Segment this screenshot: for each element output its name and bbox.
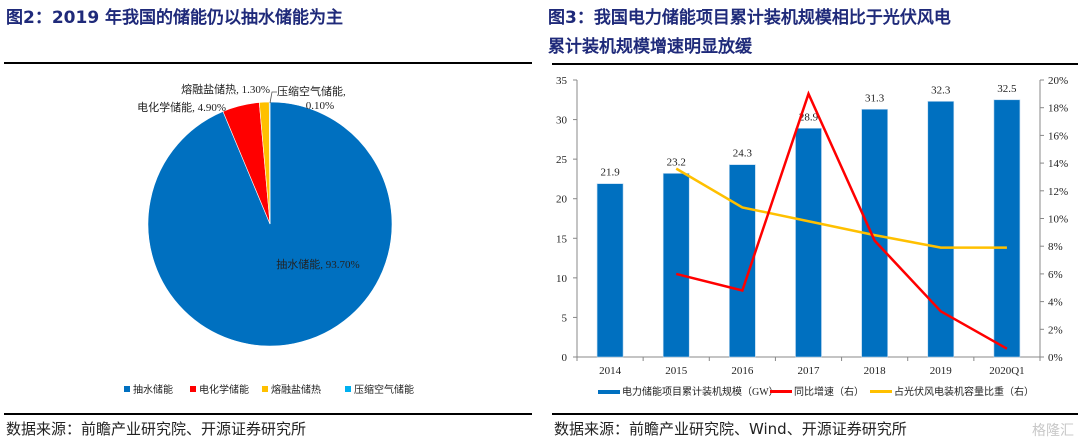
pie-legend-swatch-2 <box>262 386 268 392</box>
bar-2014 <box>596 183 624 358</box>
right-source-text: 数据来源：前瞻产业研究院、Wind、开源证券研究所 <box>554 420 907 438</box>
right-tick-label: 20% <box>1048 75 1068 87</box>
left-tick-label: 25 <box>556 154 568 166</box>
line-series-0 <box>675 90 1008 350</box>
bar-2015 <box>662 173 690 358</box>
pie-legend-swatch-3 <box>345 386 351 392</box>
pie-leader-line-3 <box>269 91 277 104</box>
bar-2019 <box>927 101 955 358</box>
bar-value-label: 32.3 <box>931 84 951 96</box>
bar-value-label: 21.9 <box>600 167 620 179</box>
x-tick-label: 2014 <box>599 365 622 377</box>
pie-legend-label-2: 熔融盐储热 <box>271 383 321 396</box>
legend-label-share: 占光伏风电装机容量比重（右） <box>894 385 1034 398</box>
bar-value-label: 32.5 <box>997 83 1017 95</box>
bar-value-label: 23.2 <box>667 156 686 168</box>
pie-legend-label-0: 抽水储能 <box>133 383 173 396</box>
pie-legend-label-1: 电化学储能 <box>199 383 249 396</box>
pie-label-3-line2: 0.10% <box>306 100 334 112</box>
right-tick-label: 0% <box>1048 352 1063 364</box>
left-tick-label: 15 <box>556 233 568 245</box>
right-tick-label: 18% <box>1048 103 1068 115</box>
bar-2017 <box>795 127 822 358</box>
legend-swatch-growth <box>770 390 792 393</box>
right-tick-label: 8% <box>1048 241 1063 253</box>
right-tick-label: 12% <box>1048 186 1068 198</box>
right-tick-label: 2% <box>1048 324 1063 336</box>
left-tick-label: 0 <box>562 352 568 364</box>
bar-2020Q1 <box>993 99 1021 358</box>
left-chart-title: 图2：2019 年我国的储能仍以抽水储能为主 <box>6 8 344 28</box>
x-tick-label: 2018 <box>864 365 887 377</box>
x-tick-label: 2020Q1 <box>989 365 1024 377</box>
right-tick-label: 6% <box>1048 269 1063 281</box>
combo-chart: 0 5 10 15 20 25 30 35 0% 2% 4% 6% 8% 10% 12% 14% 16% 18% 2… <box>556 75 1068 398</box>
pie-chart: 抽水储能, 93.70% 电化学储能, 4.90% 熔融盐储热, 1.30% 压缩空气… <box>124 82 414 396</box>
left-source-rule <box>4 413 532 415</box>
bar-value-label: 28.9 <box>799 111 819 123</box>
left-tick-label: 30 <box>556 115 568 127</box>
legend-label-growth: 同比增速（右） <box>794 385 864 398</box>
x-tick-label: 2017 <box>798 365 821 377</box>
right-source-rule <box>552 413 1078 415</box>
pie-legend-swatch-1 <box>190 386 196 392</box>
x-tick-label: 2016 <box>731 365 754 377</box>
bar-value-label: 31.3 <box>865 92 885 104</box>
pie-label-3-line1: 压缩空气储能, <box>277 84 346 98</box>
x-tick-label: 2019 <box>930 365 953 377</box>
right-tick-label: 4% <box>1048 297 1063 309</box>
right-tick-label: 16% <box>1048 130 1068 142</box>
pie-label-0: 抽水储能, 93.70% <box>276 257 359 271</box>
pie-legend-swatch-0 <box>124 386 130 392</box>
pie-legend-label-3: 压缩空气储能 <box>354 383 414 396</box>
left-tick-label: 5 <box>562 312 568 324</box>
left-source-text: 数据来源：前瞻产业研究院、开源证券研究所 <box>6 420 307 438</box>
legend-swatch-bars <box>598 390 620 394</box>
right-chart-title-line1: 图3：我国电力储能项目累计装机规模相比于光伏风电 <box>548 8 951 28</box>
left-tick-label: 10 <box>556 273 568 285</box>
left-tick-label: 35 <box>556 75 568 87</box>
watermark: 格隆汇 <box>1032 423 1074 439</box>
pie-label-2: 熔融盐储热, 1.30% <box>181 82 270 96</box>
x-tick-label: 2015 <box>665 365 688 377</box>
right-title-rule <box>552 63 1078 65</box>
left-title-rule <box>4 62 532 64</box>
left-tick-label: 20 <box>556 194 568 206</box>
legend-swatch-share <box>870 390 892 393</box>
pie-label-1: 电化学储能, 4.90% <box>137 100 226 114</box>
right-chart-title-line2: 累计装机规模增速明显放缓 <box>548 37 752 57</box>
right-tick-label: 10% <box>1048 214 1068 226</box>
right-tick-label: 14% <box>1048 158 1068 170</box>
line-series-1 <box>675 167 1007 249</box>
legend-label-bars: 电力储能项目累计装机规模（GW） <box>622 385 779 398</box>
bar-value-label: 24.3 <box>733 148 753 160</box>
